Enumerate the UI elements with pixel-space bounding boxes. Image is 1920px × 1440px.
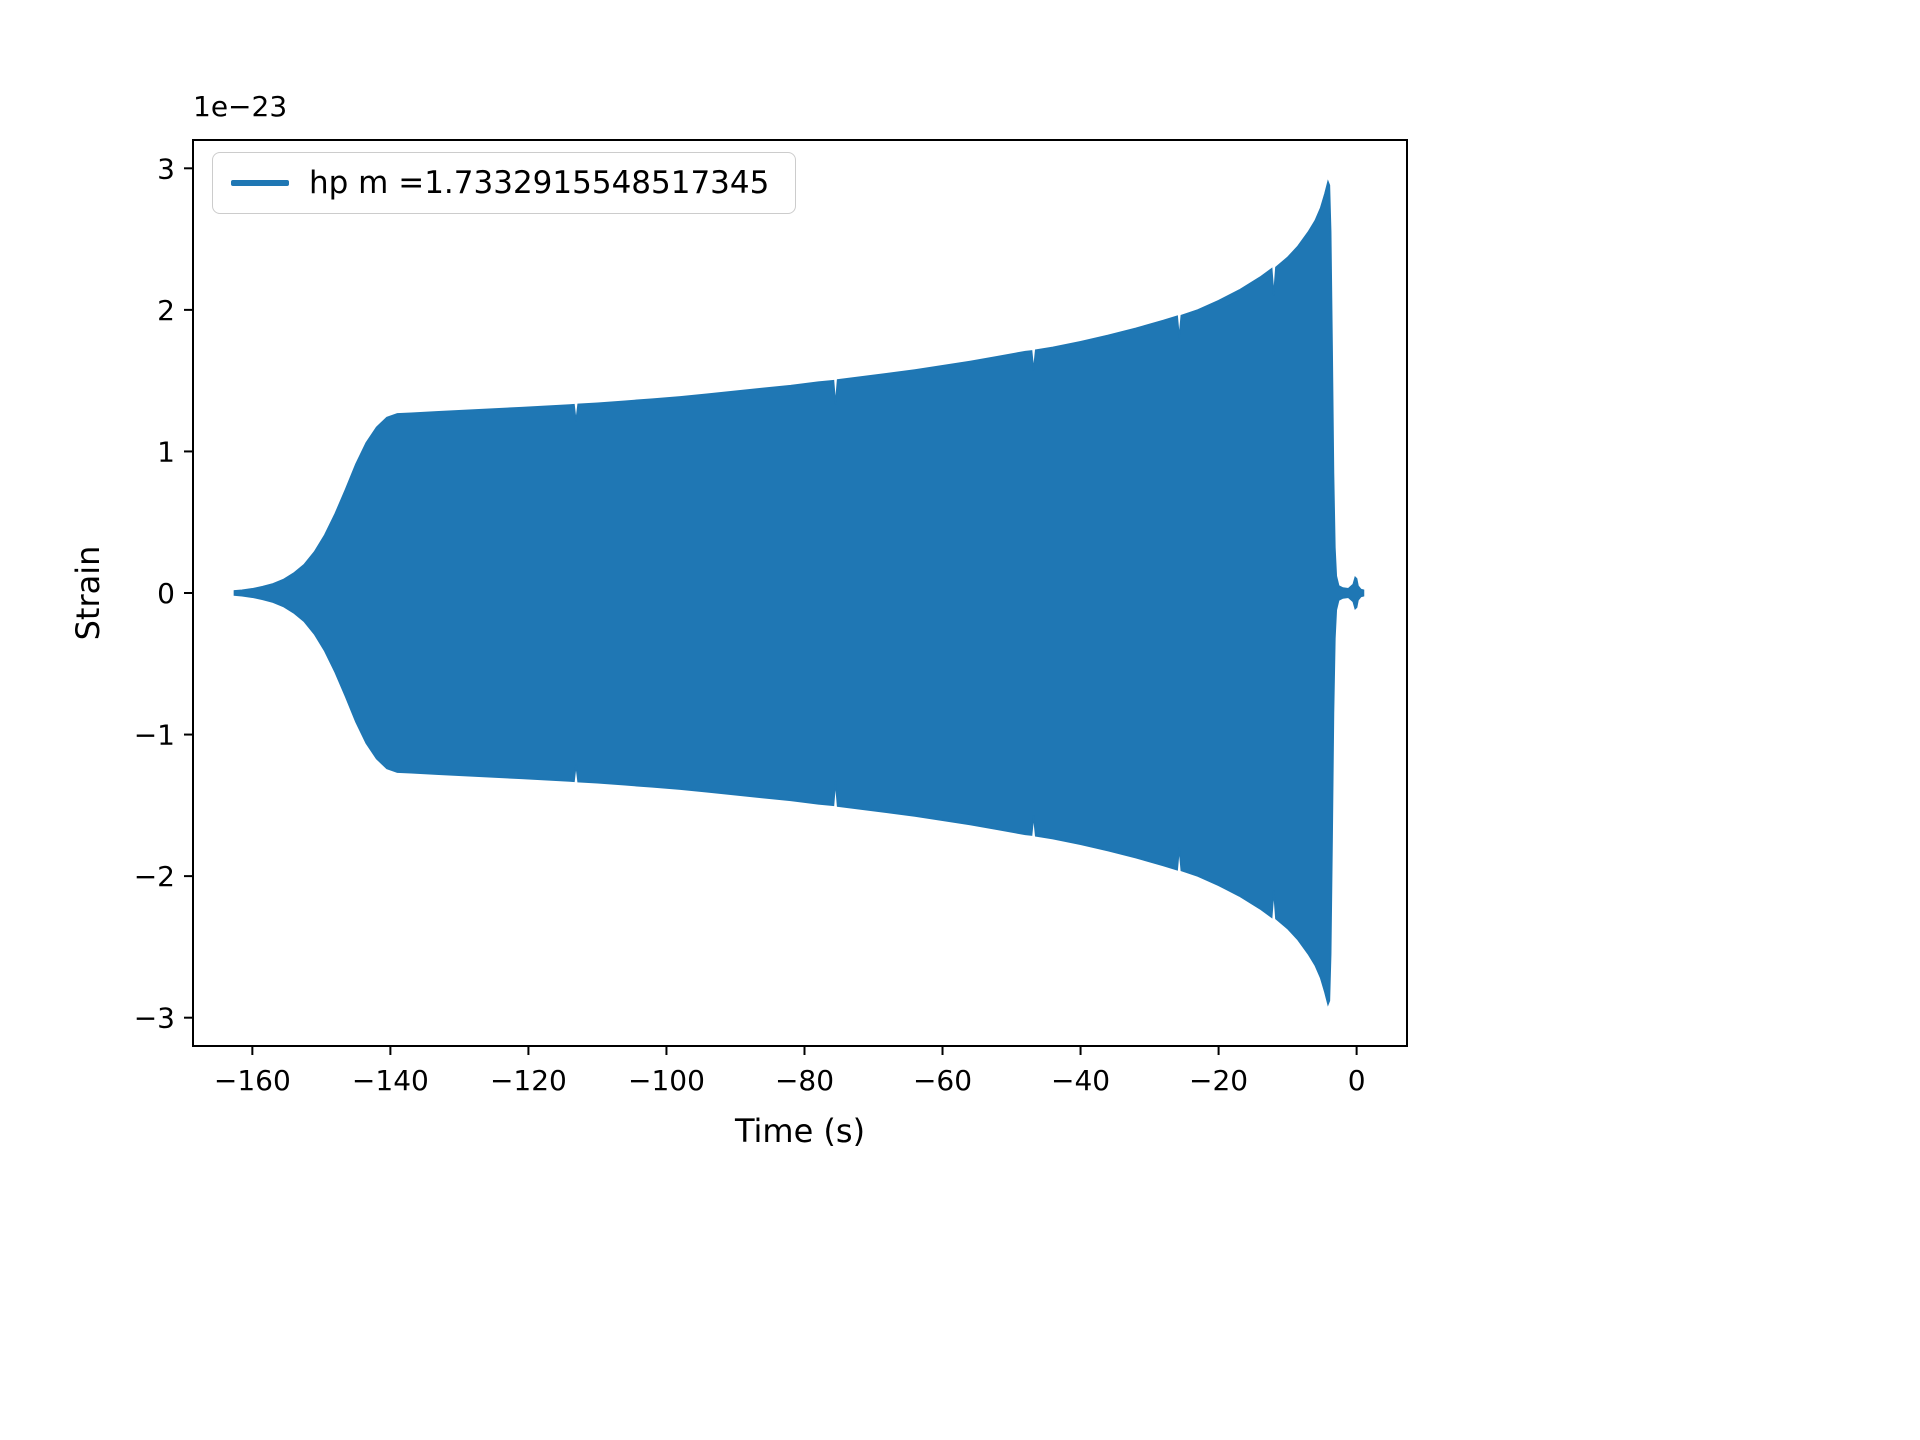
legend: hp m =1.7332915548517345 xyxy=(212,152,797,214)
x-tick-label: −80 xyxy=(775,1064,834,1097)
y-tick-label: 0 xyxy=(157,577,175,610)
waveform-envelope xyxy=(233,179,1365,1007)
x-axis-label: Time (s) xyxy=(734,1112,866,1150)
x-tick-label: −160 xyxy=(214,1064,291,1097)
y-tick-label: 2 xyxy=(157,294,175,327)
x-tick-label: −140 xyxy=(352,1064,429,1097)
y-tick-label: 1 xyxy=(157,435,175,468)
x-tick-label: −60 xyxy=(913,1064,972,1097)
y-axis-label: Strain xyxy=(69,545,107,641)
x-tick-label: −40 xyxy=(1051,1064,1110,1097)
legend-line-sample xyxy=(231,180,289,186)
x-tick-label: −120 xyxy=(490,1064,567,1097)
x-tick-label: 0 xyxy=(1348,1064,1366,1097)
x-tick-label: −20 xyxy=(1189,1064,1248,1097)
y-axis-offset-text: 1e−23 xyxy=(193,90,288,123)
x-tick-label: −100 xyxy=(628,1064,705,1097)
y-tick-label: −1 xyxy=(134,719,175,752)
y-tick-label: −3 xyxy=(134,1002,175,1035)
y-tick-label: −2 xyxy=(134,860,175,893)
legend-label: hp m =1.7332915548517345 xyxy=(309,165,770,201)
y-tick-label: 3 xyxy=(157,152,175,185)
